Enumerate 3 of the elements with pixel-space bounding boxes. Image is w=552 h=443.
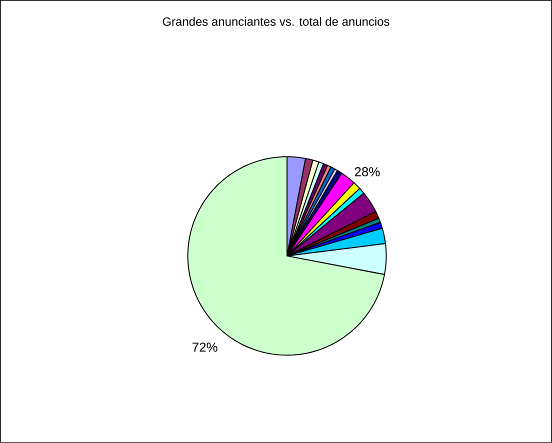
text: 28% xyxy=(354,167,380,176)
chart-title: Grandes anunciantes vs. total de anuncios xyxy=(162,17,390,26)
data-label: 72% xyxy=(192,342,218,352)
